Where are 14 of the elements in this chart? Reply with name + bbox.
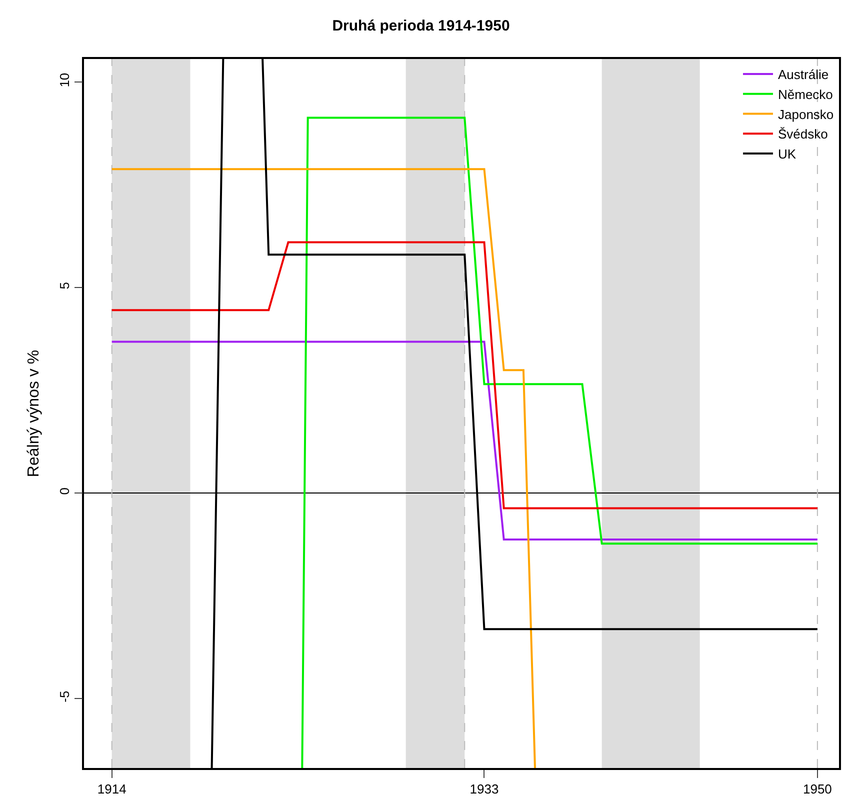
legend-label: Švédsko — [778, 126, 828, 142]
y-tick-label: -5 — [57, 690, 72, 702]
legend-label: Austrálie — [778, 67, 829, 82]
x-tick-label: 1914 — [97, 781, 126, 796]
y-tick-label: 5 — [57, 282, 72, 290]
legend-label: UK — [778, 146, 796, 162]
x-tick-label: 1950 — [802, 781, 832, 796]
x-tick-label: 1933 — [470, 781, 499, 796]
y-axis-title: Reálný výnos v % — [25, 350, 42, 478]
y-tick-label: 0 — [57, 487, 72, 495]
y-tick-label: 10 — [57, 72, 72, 88]
legend-label: Japonsko — [778, 106, 834, 122]
legend-label: Německo — [778, 86, 833, 102]
chart-title: Druhá perioda 1914-1950 — [332, 18, 510, 35]
